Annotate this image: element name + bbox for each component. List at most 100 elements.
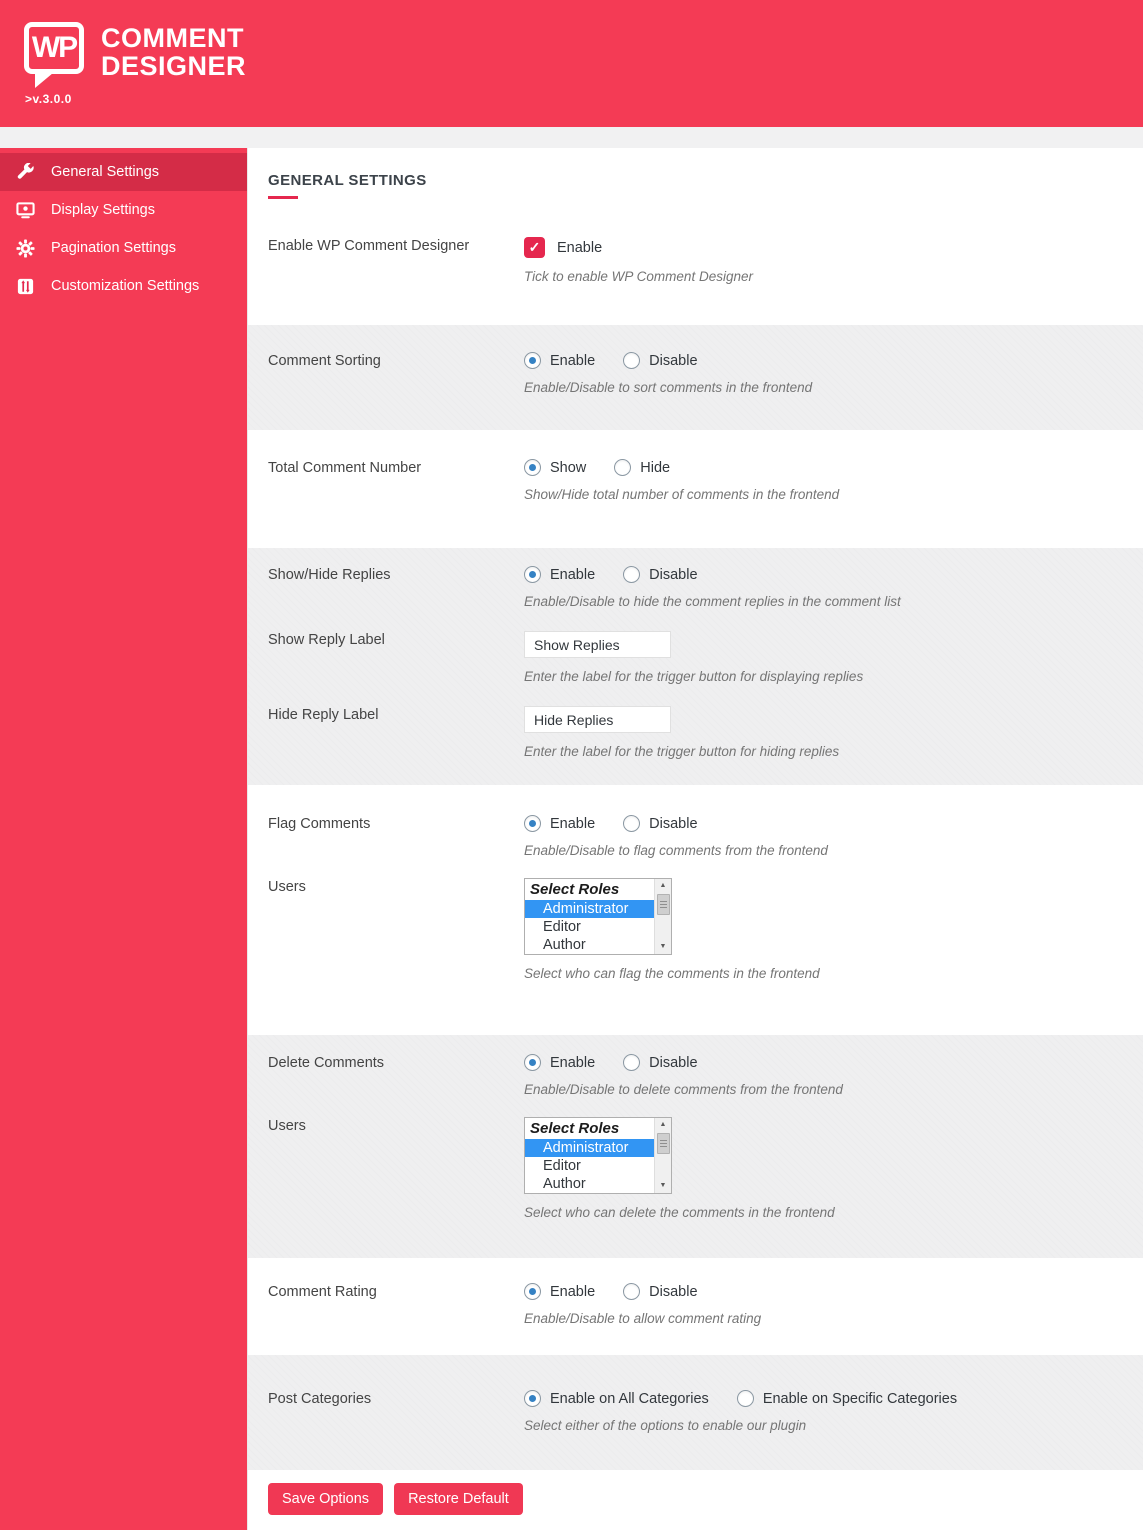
radio-label: Enable <box>550 815 596 832</box>
hide-reply-label-input[interactable] <box>524 706 671 733</box>
radio-label: Enable on Specific Categories <box>762 1390 958 1407</box>
section-delete-comments: Delete Comments Enable Disable Enable/Di… <box>248 1035 1143 1258</box>
show-hide-replies-desc: Enable/Disable to hide the comment repli… <box>524 594 901 609</box>
delete-comments-row: Delete Comments Enable Disable Enable/Di… <box>268 1054 1137 1097</box>
sidebar-item-label: Customization Settings <box>51 278 200 294</box>
sidebar-item-label: Display Settings <box>51 202 155 218</box>
listbox-option-administrator[interactable]: Administrator <box>525 1139 654 1157</box>
radio-unselected-icon <box>623 566 641 583</box>
gear-icon <box>15 238 35 258</box>
enable-plugin-row: Enable WP Comment Designer ✓ Enable Tick… <box>268 237 1137 284</box>
listbox-group-header: Select Roles <box>530 1120 620 1137</box>
replies-enable-radio[interactable]: Enable <box>524 566 595 583</box>
section-enable-plugin: GENERAL SETTINGS Enable WP Comment Desig… <box>248 148 1143 325</box>
wp-logo: WP <box>24 22 84 88</box>
section-post-categories: Post Categories Enable on All Categories… <box>248 1355 1143 1470</box>
radio-label: Disable <box>649 1054 698 1071</box>
listbox-option-editor[interactable]: Editor <box>543 1158 581 1174</box>
radio-unselected-icon <box>623 352 641 369</box>
section-comment-sorting: Comment Sorting Enable Disable Enable/Di… <box>248 325 1143 430</box>
delete-users-row: Users Select Roles Administrator Editor … <box>268 1117 1137 1220</box>
replies-disable-radio[interactable]: Disable <box>623 566 698 583</box>
comment-sorting-disable-radio[interactable]: Disable <box>623 352 698 369</box>
sidebar-item-display-settings[interactable]: Display Settings <box>0 191 247 229</box>
radio-label: Show <box>550 459 587 476</box>
sidebar-item-label: Pagination Settings <box>51 240 176 256</box>
sidebar-item-label: General Settings <box>51 164 160 180</box>
delete-comments-desc: Enable/Disable to delete comments from t… <box>524 1082 843 1097</box>
radio-unselected-icon <box>614 459 632 476</box>
comment-sorting-enable-radio[interactable]: Enable <box>524 352 595 369</box>
section-actions: Save Options Restore Default <box>248 1470 1143 1530</box>
sidebar-item-customization-settings[interactable]: Customization Settings <box>0 267 247 305</box>
app-header: WP COMMENT DESIGNER >v.3.0.0 <box>0 0 1143 127</box>
restore-default-button[interactable]: Restore Default <box>394 1483 523 1515</box>
section-replies: Show/Hide Replies Enable Disable Enable/… <box>248 548 1143 785</box>
radio-selected-icon <box>524 459 541 476</box>
show-hide-replies-row: Show/Hide Replies Enable Disable Enable/… <box>268 566 1137 609</box>
scrollbar-down-arrow-icon[interactable]: ▼ <box>659 943 667 950</box>
save-options-button[interactable]: Save Options <box>268 1483 384 1515</box>
delete-enable-radio[interactable]: Enable <box>524 1054 595 1071</box>
radio-unselected-icon <box>623 1054 641 1071</box>
radio-label: Disable <box>649 352 698 369</box>
listbox-option-author[interactable]: Author <box>543 1176 586 1192</box>
scrollbar-down-arrow-icon[interactable]: ▼ <box>659 1182 667 1189</box>
show-reply-label-desc: Enter the label for the trigger button f… <box>524 669 864 684</box>
radio-label: Enable <box>550 352 596 369</box>
radio-label: Disable <box>649 1283 698 1300</box>
total-comment-show-radio[interactable]: Show <box>524 459 586 476</box>
radio-label: Hide <box>640 459 671 476</box>
comment-sorting-row: Comment Sorting Enable Disable Enable/Di… <box>268 352 1137 395</box>
delete-roles-listbox[interactable]: Select Roles Administrator Editor Author… <box>524 1117 672 1194</box>
flag-comments-desc: Enable/Disable to flag comments from the… <box>524 843 828 858</box>
enable-plugin-checkbox[interactable]: ✓ <box>524 237 545 258</box>
rating-enable-radio[interactable]: Enable <box>524 1283 595 1300</box>
version-label: >v.3.0.0 <box>25 92 72 106</box>
rating-disable-radio[interactable]: Disable <box>623 1283 698 1300</box>
listbox-option-author[interactable]: Author <box>543 937 586 953</box>
delete-users-desc: Select who can delete the comments in th… <box>524 1205 835 1220</box>
display-icon <box>15 200 35 220</box>
sidebar-item-general-settings[interactable]: General Settings <box>0 153 247 191</box>
radio-label: Disable <box>649 566 698 583</box>
radio-selected-icon <box>524 815 541 832</box>
show-reply-label-input[interactable] <box>524 631 671 658</box>
section-total-comment-number: Total Comment Number Show Hide Show/Hide… <box>248 430 1143 548</box>
flag-enable-radio[interactable]: Enable <box>524 815 595 832</box>
listbox-option-administrator[interactable]: Administrator <box>525 900 654 918</box>
radio-label: Enable <box>550 566 596 583</box>
radio-label: Disable <box>649 815 698 832</box>
delete-users-label: Users <box>268 1118 306 1134</box>
hide-reply-label-label: Hide Reply Label <box>268 707 379 723</box>
comment-rating-desc: Enable/Disable to allow comment rating <box>524 1311 762 1326</box>
scrollbar-thumb[interactable] <box>656 1133 670 1154</box>
specific-categories-radio[interactable]: Enable on Specific Categories <box>736 1390 958 1407</box>
listbox-scrollbar[interactable]: ▲ ▼ <box>654 879 671 954</box>
total-comment-number-desc: Show/Hide total number of comments in th… <box>524 487 840 502</box>
settings-content: GENERAL SETTINGS Enable WP Comment Desig… <box>247 148 1143 1530</box>
listbox-option-editor[interactable]: Editor <box>543 919 581 935</box>
comment-sorting-label: Comment Sorting <box>268 353 381 369</box>
flag-users-row: Users Select Roles Administrator Editor … <box>268 878 1137 981</box>
flag-roles-listbox[interactable]: Select Roles Administrator Editor Author… <box>524 878 672 955</box>
radio-selected-icon <box>524 566 541 583</box>
post-categories-row: Post Categories Enable on All Categories… <box>268 1390 1137 1433</box>
listbox-scrollbar[interactable]: ▲ ▼ <box>654 1118 671 1193</box>
sidebar: General Settings Display Settings <box>0 148 247 1530</box>
delete-disable-radio[interactable]: Disable <box>623 1054 698 1071</box>
scrollbar-up-arrow-icon[interactable]: ▲ <box>659 882 667 889</box>
wp-logo-text: WP <box>31 31 78 64</box>
scrollbar-thumb[interactable] <box>656 894 670 915</box>
post-categories-desc: Select either of the options to enable o… <box>524 1418 807 1433</box>
all-categories-radio[interactable]: Enable on All Categories <box>524 1390 709 1407</box>
comment-sorting-desc: Enable/Disable to sort comments in the f… <box>524 380 813 395</box>
sidebar-item-pagination-settings[interactable]: Pagination Settings <box>0 229 247 267</box>
total-comment-hide-radio[interactable]: Hide <box>614 459 670 476</box>
radio-unselected-icon <box>623 815 641 832</box>
scrollbar-up-arrow-icon[interactable]: ▲ <box>659 1121 667 1128</box>
enable-plugin-desc: Tick to enable WP Comment Designer <box>524 269 753 284</box>
flag-disable-radio[interactable]: Disable <box>623 815 698 832</box>
heading-underline <box>268 196 298 199</box>
radio-selected-icon <box>524 1283 541 1300</box>
